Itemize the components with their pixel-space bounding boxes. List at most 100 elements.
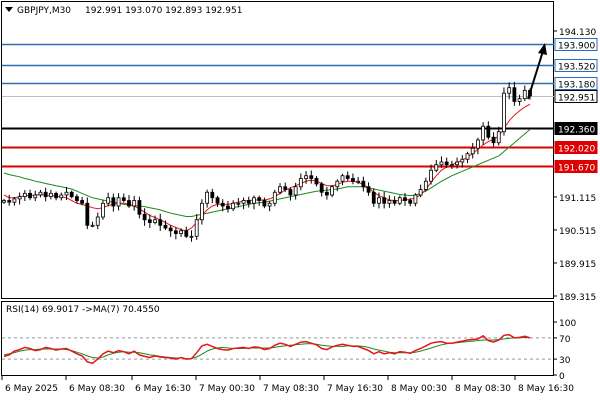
- candle-body-93: [486, 125, 491, 138]
- candle-body-2: [12, 198, 17, 203]
- rsi-axis: 100 70 30 0: [554, 319, 576, 382]
- candle-body-47: [246, 200, 251, 204]
- rsi-tick-label-2: 30: [559, 356, 571, 366]
- candle-body-83: [434, 164, 439, 171]
- candle-body-61: [319, 183, 324, 193]
- time-tick-label-2: 6 May 16:30: [135, 384, 191, 394]
- candle-body-31: [163, 224, 168, 229]
- candle-body-25: [132, 200, 137, 207]
- level-label-2: 193.180: [558, 81, 595, 91]
- rsi-tick-label-1: 70: [559, 335, 571, 345]
- candle-body-34: [179, 230, 183, 234]
- candle-body-46: [241, 200, 246, 204]
- candle-body-92: [481, 125, 486, 141]
- candle-body-86: [449, 164, 454, 167]
- candle-body-65: [340, 175, 345, 182]
- level-tag-0: [554, 38, 598, 51]
- ohlc-label: 192.991 193.070 192.893 192.951: [85, 6, 242, 16]
- time-tick-label-7: 8 May 08:30: [455, 384, 511, 394]
- candle-body-81: [423, 180, 428, 190]
- time-tick-label-3: 7 May 00:30: [199, 384, 255, 394]
- candle-body-53: [278, 186, 282, 193]
- candle-body-29: [153, 219, 157, 223]
- current-price-tag: [554, 90, 598, 103]
- price-pane-border: [1, 1, 554, 299]
- candle-body-37: [194, 219, 199, 237]
- level-tag-4: [554, 141, 598, 154]
- candle-body-3: [17, 196, 22, 200]
- rsi-layer: [2, 333, 554, 365]
- time-tick-label-4: 7 May 08:30: [263, 384, 319, 394]
- candle-body-84: [439, 161, 444, 166]
- candle-body-45: [236, 202, 241, 205]
- candle-body-57: [298, 178, 303, 188]
- candle-body-30: [158, 219, 163, 226]
- candle-body-67: [351, 178, 355, 182]
- candle-body-80: [418, 189, 423, 196]
- candle-body-26: [137, 200, 142, 215]
- trend-arrow-icon: [527, 43, 547, 100]
- levels-layer: [2, 43, 554, 168]
- candle-body-56: [293, 186, 298, 196]
- moving-averages: [3, 103, 531, 232]
- candle-body-72: [377, 197, 381, 204]
- level-label-3: 192.360: [558, 126, 595, 136]
- collapse-triangle-icon[interactable]: [5, 7, 13, 12]
- price-tick-label-5: 189.315: [559, 293, 596, 303]
- ma-slow-line: [3, 129, 531, 217]
- candle-body-12: [64, 191, 69, 196]
- candle-body-66: [345, 175, 350, 179]
- candle-body-8: [43, 191, 48, 198]
- rsi-tick-label-0: 100: [559, 319, 576, 329]
- level-label-5: 191.670: [558, 164, 595, 174]
- candle-body-88: [460, 158, 465, 163]
- rsi-label: RSI(14) 69.9017 ->MA(7) 70.4550: [6, 305, 160, 315]
- level-tag-3: [554, 122, 598, 135]
- price-tick-label-0: 194.130: [559, 28, 596, 38]
- price-tick-label-3: 190.515: [559, 227, 596, 237]
- current-price-label: 192.951: [558, 94, 595, 104]
- candle-body-43: [226, 205, 230, 210]
- candle-body-39: [205, 191, 210, 204]
- candle-body-79: [413, 194, 418, 204]
- time-tick-label-5: 7 May 16:30: [327, 384, 383, 394]
- candle-body-32: [168, 227, 173, 232]
- candle-body-22: [116, 197, 121, 207]
- candle-body-77: [403, 197, 407, 201]
- time-tick-label-6: 8 May 00:30: [391, 384, 447, 394]
- candle-body-7: [38, 191, 43, 196]
- candle-body-19: [101, 202, 105, 218]
- time-axis: 6 May 2025 6 May 08:30 6 May 16:30 7 May 00…: [1, 376, 574, 394]
- candle-body-51: [267, 202, 272, 207]
- time-tick-label-1: 6 May 08:30: [69, 384, 125, 394]
- candle-body-15: [80, 200, 85, 204]
- candle-body-14: [75, 196, 79, 201]
- candle-body-62: [324, 191, 329, 196]
- candle-body-49: [257, 197, 262, 201]
- candle-body-85: [444, 161, 449, 166]
- level-tag-2: [554, 77, 598, 90]
- candle-body-38: [200, 202, 204, 221]
- candle-body-91: [476, 139, 480, 149]
- candle-body-24: [127, 200, 131, 207]
- candle-body-74: [387, 200, 392, 204]
- candle-body-55: [288, 189, 293, 196]
- candle-body-11: [59, 194, 64, 199]
- level-label-1: 193.520: [558, 63, 595, 73]
- candle-body-42: [220, 202, 225, 207]
- candle-body-70: [366, 186, 371, 193]
- candle-body-20: [106, 197, 111, 204]
- level-tag-1: [554, 59, 598, 72]
- candle-body-1: [7, 200, 12, 203]
- candle-body-52: [272, 191, 277, 204]
- candle-body-89: [465, 153, 470, 160]
- candle-body-36: [189, 235, 194, 238]
- price-axis: 193.900 193.520 193.180 192.360 192.020 191.6…: [554, 28, 598, 303]
- candle-body-17: [90, 224, 95, 227]
- candle-body-10: [54, 192, 58, 199]
- level-label-0: 193.900: [558, 42, 595, 52]
- candle-body-44: [231, 202, 236, 210]
- candles-layer: [2, 81, 532, 242]
- ma-fast-line: [3, 103, 531, 232]
